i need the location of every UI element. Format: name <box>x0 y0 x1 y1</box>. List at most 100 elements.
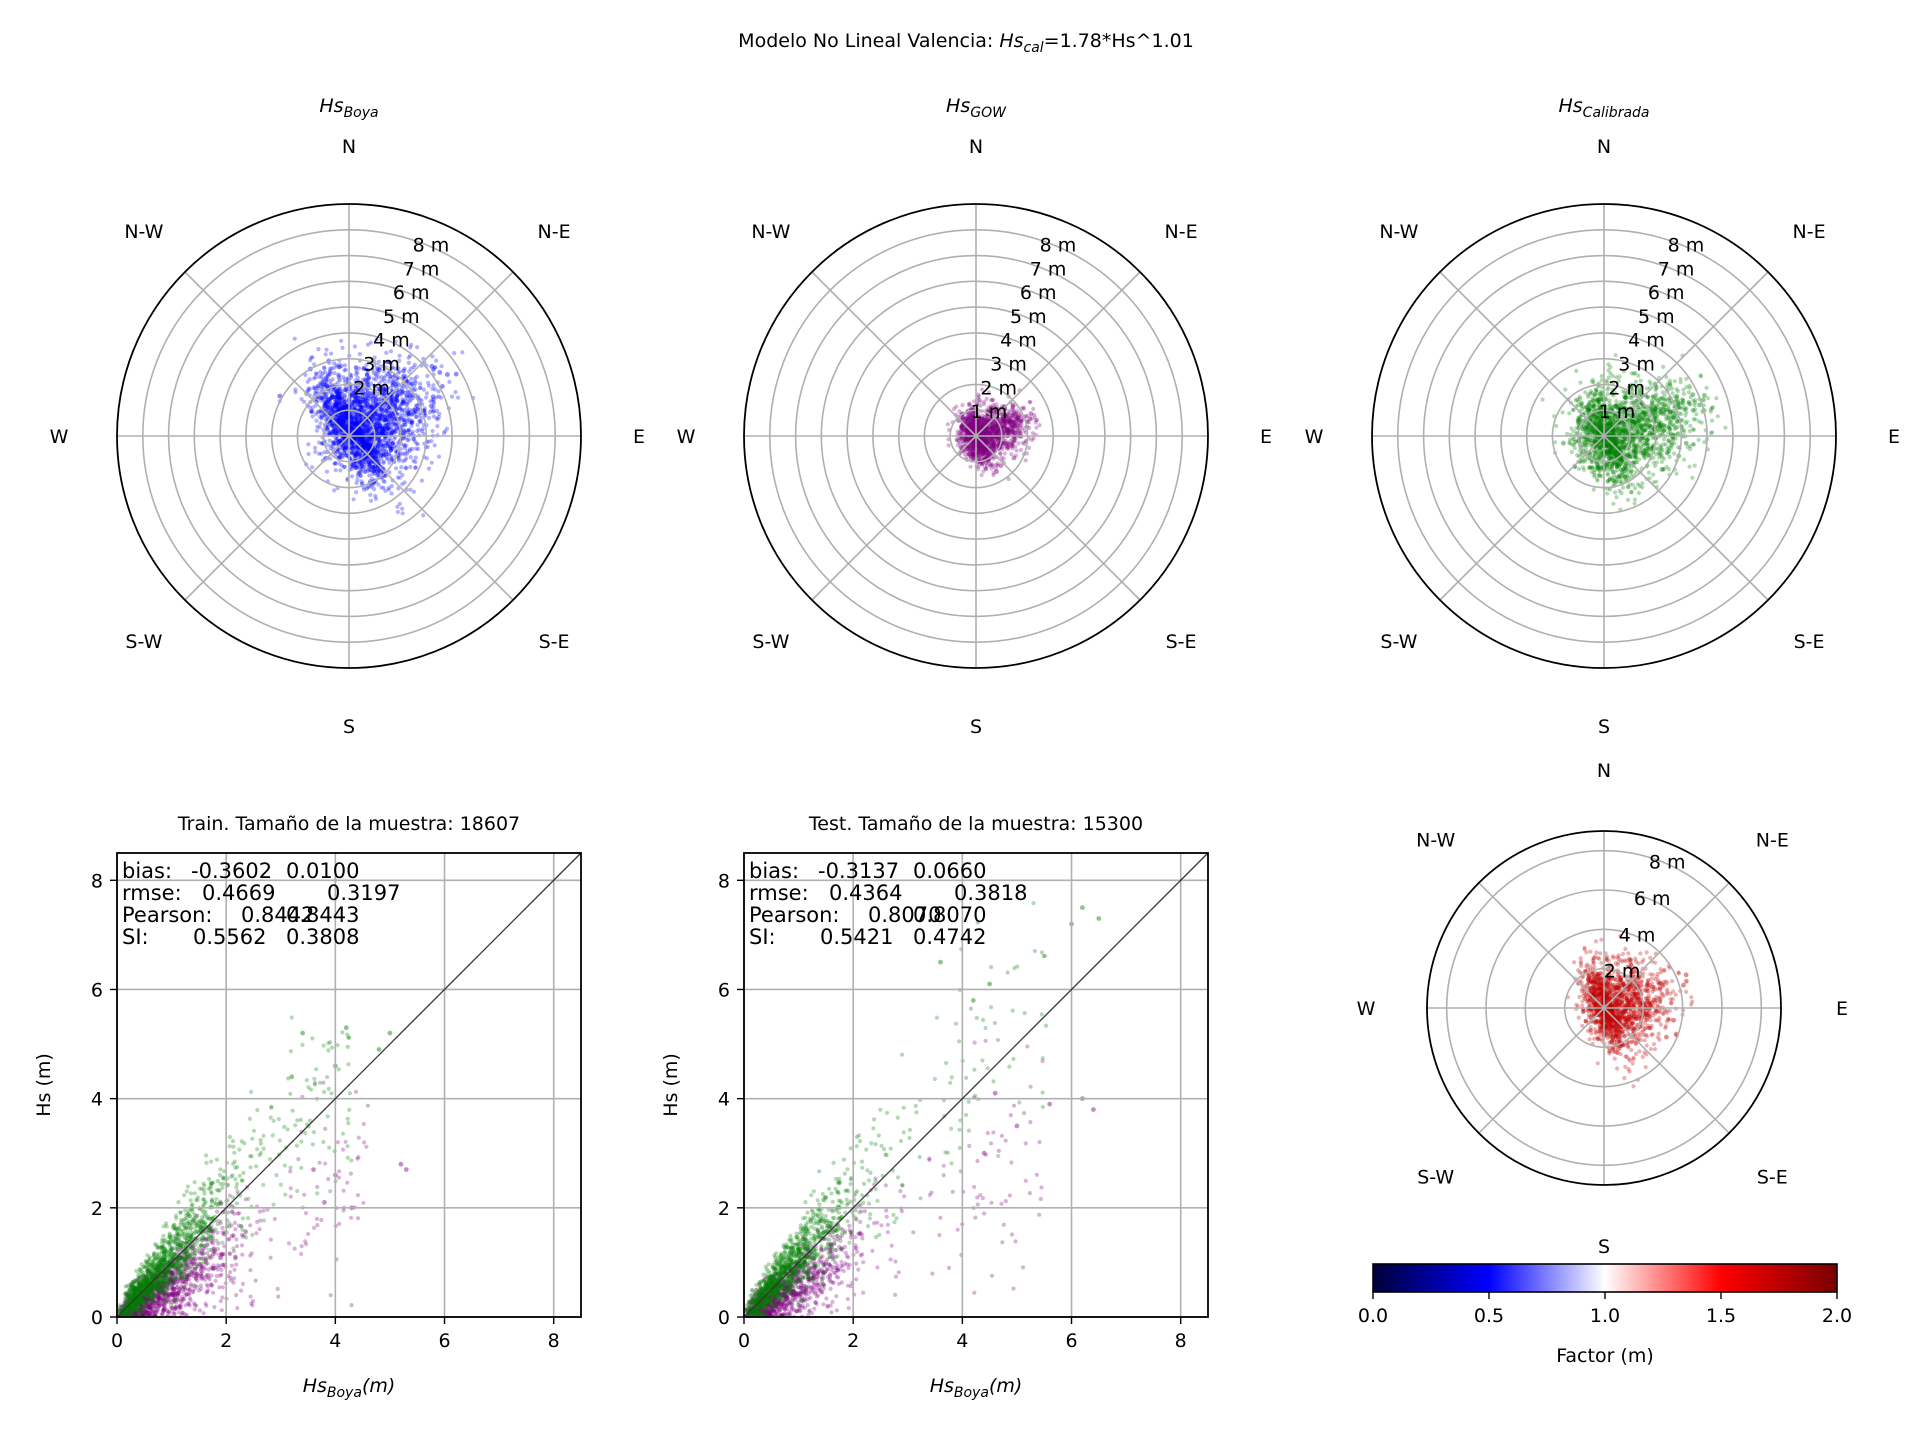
compass-label: S <box>970 716 982 738</box>
data-point <box>410 420 415 425</box>
data-point <box>368 404 373 410</box>
data-point <box>375 456 380 461</box>
data-point <box>381 453 387 458</box>
data-point <box>1002 451 1007 456</box>
data-point <box>390 379 395 384</box>
data-point <box>328 396 333 401</box>
data-point <box>364 404 369 409</box>
data-point <box>371 414 376 419</box>
data-point <box>388 413 393 418</box>
data-point <box>351 417 356 422</box>
data-point <box>324 347 329 352</box>
data-point <box>330 377 335 382</box>
data-point <box>359 406 364 411</box>
polar-gow-title: HsGOW <box>946 95 1007 121</box>
data-point <box>328 456 333 461</box>
data-point <box>386 487 391 492</box>
data-point <box>397 405 402 410</box>
data-point <box>367 444 372 449</box>
data-point <box>340 345 345 350</box>
data-point <box>337 373 342 378</box>
data-point <box>326 398 331 403</box>
data-point <box>339 389 344 394</box>
data-point <box>310 465 315 470</box>
data-point <box>382 378 387 383</box>
data-point <box>415 422 420 428</box>
data-point <box>380 423 385 428</box>
data-point <box>359 404 364 409</box>
data-point <box>366 436 372 441</box>
data-point <box>327 431 332 436</box>
data-point <box>341 419 346 424</box>
data-point <box>392 396 397 401</box>
data-point <box>366 429 371 434</box>
data-point <box>367 443 372 448</box>
data-point <box>359 470 364 475</box>
data-point <box>393 429 398 434</box>
data-point <box>392 417 397 422</box>
data-point <box>363 440 368 445</box>
data-point <box>335 430 340 435</box>
data-point <box>374 423 379 428</box>
data-point <box>381 485 386 490</box>
data-point <box>338 468 343 473</box>
data-point <box>335 372 340 377</box>
data-point <box>951 406 957 412</box>
data-point <box>310 405 315 410</box>
data-point <box>1625 497 1631 502</box>
data-point <box>407 417 412 422</box>
data-point <box>355 418 360 423</box>
data-point <box>400 374 405 379</box>
data-point <box>397 391 402 396</box>
data-point <box>358 428 363 433</box>
data-point <box>1012 430 1017 435</box>
data-point <box>312 386 317 391</box>
compass-label: S-W <box>125 631 162 653</box>
data-point <box>308 358 313 363</box>
data-point <box>378 422 383 427</box>
data-point <box>354 365 359 370</box>
data-point <box>326 427 331 432</box>
data-point <box>359 400 364 405</box>
data-point <box>349 393 354 398</box>
data-point <box>335 393 341 398</box>
data-point <box>401 368 407 374</box>
data-point <box>366 441 371 446</box>
data-point <box>401 436 406 441</box>
data-point <box>404 466 409 471</box>
data-point <box>364 446 369 451</box>
data-point <box>356 399 361 404</box>
data-point <box>378 409 383 414</box>
data-point <box>405 389 410 394</box>
data-point <box>326 373 331 378</box>
data-point <box>319 415 324 420</box>
data-point <box>344 403 349 409</box>
data-point <box>424 456 429 461</box>
data-point <box>332 403 337 408</box>
data-point <box>453 371 459 377</box>
data-point <box>335 429 340 435</box>
data-point <box>335 404 340 409</box>
data-point <box>353 435 358 441</box>
data-point <box>389 398 394 403</box>
data-point <box>338 402 343 407</box>
data-point <box>383 431 388 436</box>
data-point <box>373 372 378 377</box>
data-point <box>405 409 410 414</box>
data-point <box>413 446 419 451</box>
r-tick-label: 5 m <box>1010 306 1047 328</box>
data-point <box>367 462 372 467</box>
data-point <box>411 489 416 494</box>
data-point <box>426 380 431 385</box>
data-point <box>329 429 334 434</box>
data-point <box>337 376 342 381</box>
data-point <box>316 451 322 456</box>
data-point <box>994 469 999 475</box>
data-point <box>373 448 378 453</box>
data-point <box>412 408 417 413</box>
data-point <box>378 386 383 391</box>
data-point <box>354 396 359 401</box>
data-point <box>336 440 341 445</box>
data-point <box>376 368 381 373</box>
data-point <box>366 446 372 451</box>
